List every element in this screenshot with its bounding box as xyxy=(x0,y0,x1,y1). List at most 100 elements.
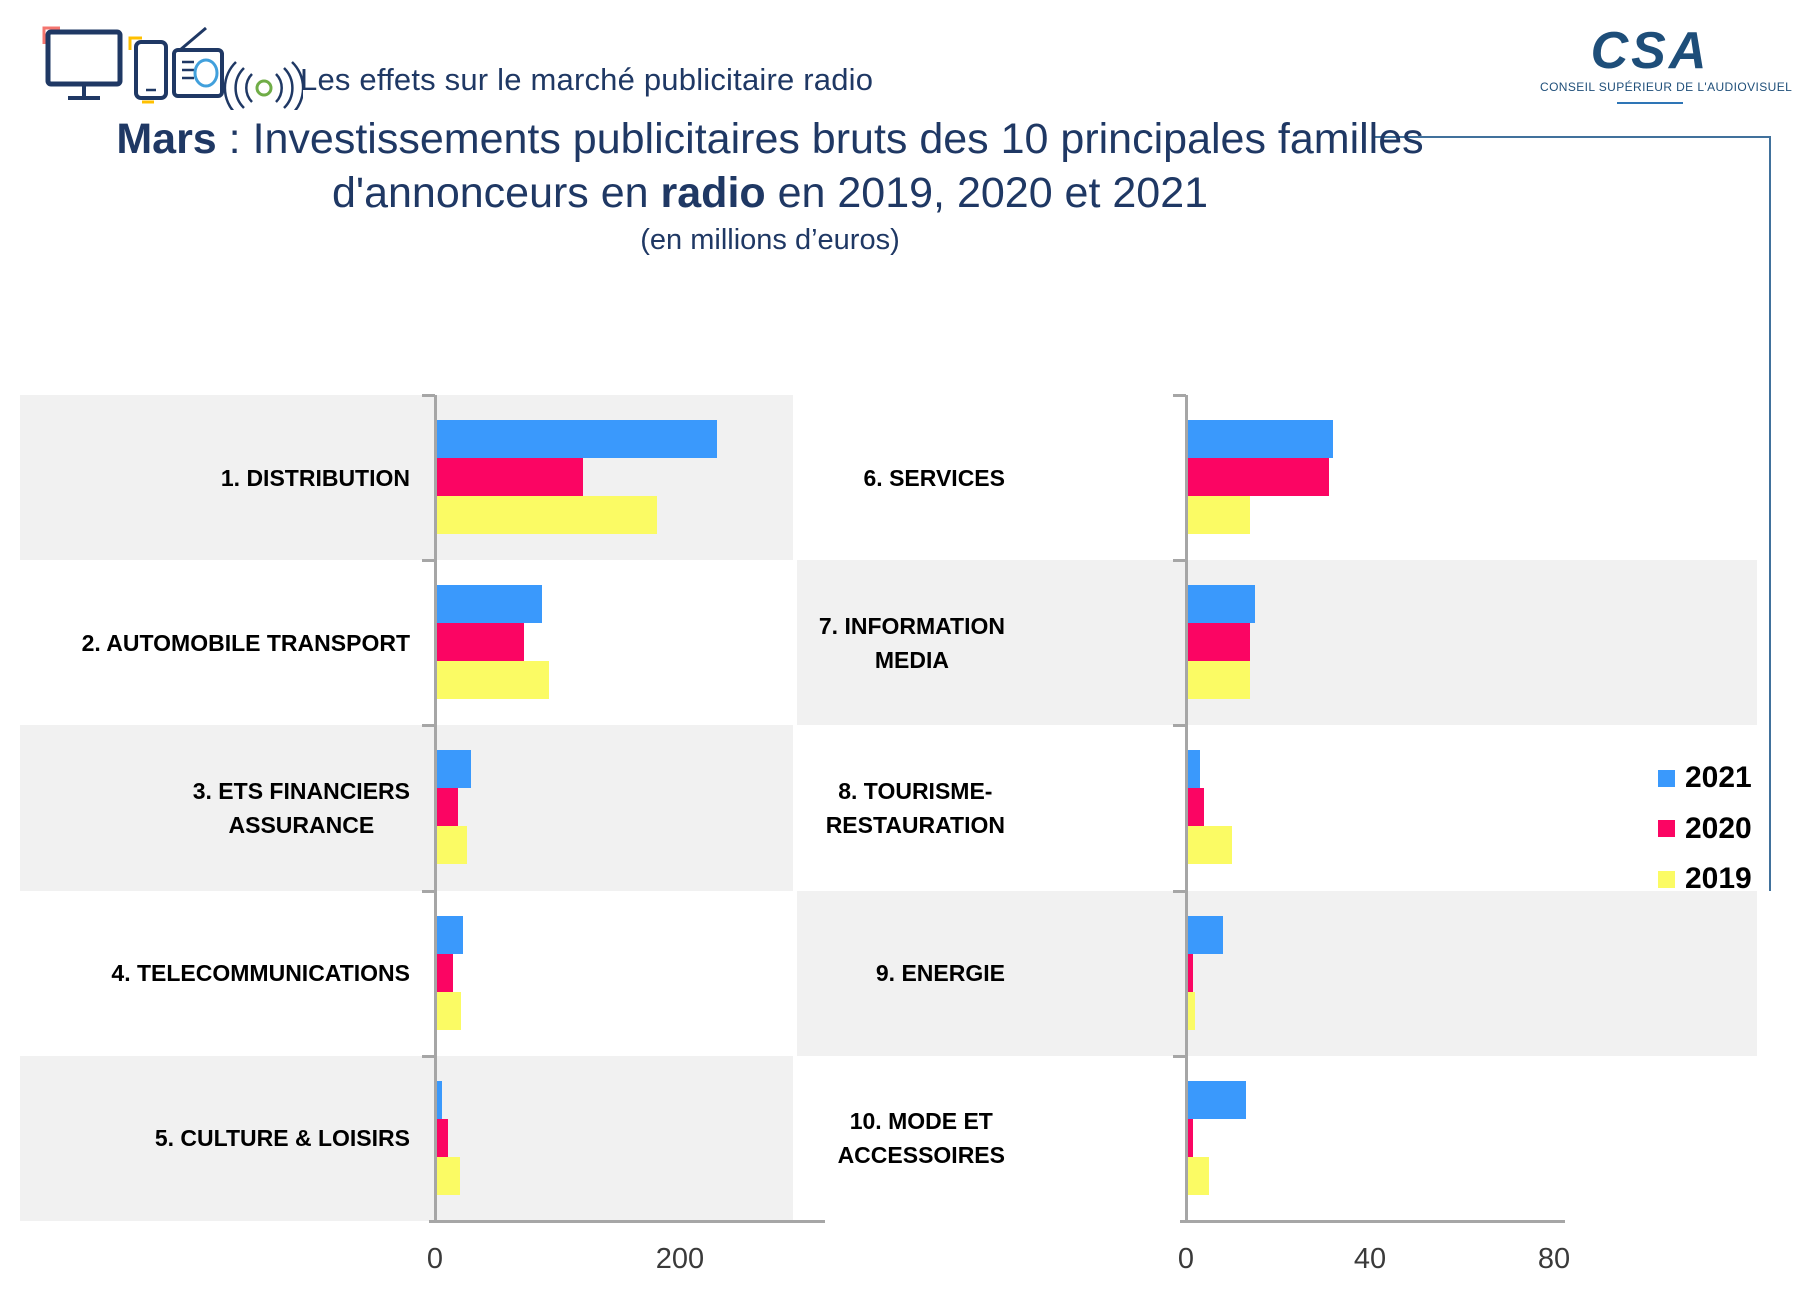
category-band: 9. ENERGIE xyxy=(797,890,1757,1056)
bar-2020 xyxy=(1186,623,1250,662)
legend-label: 2019 xyxy=(1685,862,1752,895)
category-label-text: 5. CULTURE & LOISIRS xyxy=(154,1125,410,1152)
media-icons xyxy=(42,26,303,110)
category-tick xyxy=(1173,394,1186,397)
bar-2019 xyxy=(435,991,461,1030)
category-band: 4. TELECOMMUNICATIONS xyxy=(20,891,793,1056)
category-band: 8. TOURISME- RESTAURATION xyxy=(797,725,1757,890)
bar-2019 xyxy=(435,1156,460,1195)
title-subtitle: (en millions d’euros) xyxy=(640,224,900,256)
category-label-text: 4. TELECOMMUNICATIONS xyxy=(111,960,410,987)
category-band: 7. INFORMATION MEDIA xyxy=(797,560,1757,726)
category-label-text: 1. DISTRIBUTION xyxy=(220,464,410,491)
title-line-1: Mars : Investissements publicitaires bru… xyxy=(116,115,1424,163)
category-band: 6. SERVICES xyxy=(797,395,1757,560)
bar-2021 xyxy=(1186,750,1200,789)
category-label-text: 2. AUTOMOBILE TRANSPORT xyxy=(81,629,410,656)
bar-2019 xyxy=(1186,826,1232,865)
value-axis-line xyxy=(1185,395,1188,1221)
category-label: 1. DISTRIBUTION xyxy=(20,395,410,560)
category-label: 2. AUTOMOBILE TRANSPORT xyxy=(20,560,410,725)
category-band: 2. AUTOMOBILE TRANSPORT xyxy=(20,560,793,725)
legend-swatch xyxy=(1658,769,1675,787)
category-tick xyxy=(1173,724,1186,728)
bar-2020 xyxy=(1186,1118,1193,1157)
broadcast-waves-icon xyxy=(223,61,303,110)
bar-2020 xyxy=(1186,953,1193,992)
bar-2020 xyxy=(435,953,453,992)
axis-tick-label: 80 xyxy=(1537,1243,1571,1275)
axis-tick-label: 0 xyxy=(426,1243,444,1275)
axis-tick-label: 40 xyxy=(1353,1243,1387,1275)
title-line-2: d'annonceurs en radio en 2019, 2020 et 2… xyxy=(331,169,1209,217)
axis-tick-label: 0 xyxy=(1177,1243,1195,1275)
csa-logo-acronym: CSA xyxy=(1590,22,1710,80)
chart-panel-right: 6. SERVICES 7. INFORMATION MEDIA 8. TOURISM… xyxy=(797,394,1757,1275)
corner-accent-icon xyxy=(42,26,60,44)
category-tick xyxy=(422,889,435,893)
bar-2019 xyxy=(435,661,549,700)
category-tick xyxy=(422,724,435,728)
category-label-text: 7. INFORMATION MEDIA xyxy=(818,612,1005,673)
category-label-text: 6. SERVICES xyxy=(863,464,1005,491)
csa-logo-subtitle: CONSEIL SUPÉRIEUR DE L'AUDIOVISUEL xyxy=(1540,80,1793,94)
tv-icon xyxy=(45,29,123,100)
bar-2021 xyxy=(435,420,717,458)
category-band: 10. MODE ET ACCESSOIRES xyxy=(797,1056,1757,1221)
legend-item: 2020 xyxy=(1658,811,1752,845)
bar-2020 xyxy=(1186,458,1329,496)
csa-logo: CSA CONSEIL SUPÉRIEUR DE L'AUDIOVISUEL xyxy=(1540,22,1793,104)
category-label-text: 8. TOURISME- RESTAURATION xyxy=(825,777,1005,838)
chart-panel-left: 1. DISTRIBUTION 2. AUTOMOBILE TRANSPORT 3.… xyxy=(20,394,825,1275)
category-label: 5. CULTURE & LOISIRS xyxy=(20,1056,410,1221)
category-band: 3. ETS FINANCIERS ASSURANCE xyxy=(20,725,793,891)
category-label: 7. INFORMATION MEDIA xyxy=(797,560,1005,725)
bar-2020 xyxy=(435,1118,448,1157)
value-axis-line xyxy=(434,395,437,1221)
category-tick xyxy=(1173,889,1186,893)
bar-2019 xyxy=(1186,496,1250,534)
category-label: 10. MODE ET ACCESSOIRES xyxy=(797,1056,1005,1221)
category-label-text: 3. ETS FINANCIERS ASSURANCE xyxy=(192,777,410,838)
chart-title: Mars : Investissements publicitaires bru… xyxy=(0,112,1540,260)
legend-label: 2021 xyxy=(1685,761,1752,794)
category-label: 6. SERVICES xyxy=(797,395,1005,560)
bar-2021 xyxy=(435,915,463,954)
category-tick xyxy=(422,1054,435,1058)
category-label: 9. ENERGIE xyxy=(797,891,1005,1056)
category-tick xyxy=(422,559,435,563)
bar-2019 xyxy=(435,496,657,534)
legend-swatch xyxy=(1658,870,1675,888)
category-label: 4. TELECOMMUNICATIONS xyxy=(20,891,410,1056)
bar-2021 xyxy=(1186,420,1333,458)
bar-2020 xyxy=(435,623,524,662)
csa-logo-underline xyxy=(1617,102,1683,104)
corner-accent-icon xyxy=(128,36,142,50)
category-axis-line xyxy=(1180,1219,1565,1223)
bar-2021 xyxy=(1186,1080,1246,1119)
radio-icon xyxy=(172,26,224,98)
axis-tick-label: 200 xyxy=(655,1243,705,1275)
category-label-text: 9. ENERGIE xyxy=(875,960,1005,987)
banner-title: Les effets sur le marché publicitaire ra… xyxy=(300,62,874,97)
category-axis-line xyxy=(429,1219,825,1223)
bar-2019 xyxy=(1186,991,1195,1030)
category-tick xyxy=(1173,1054,1186,1058)
placeholder-border-top xyxy=(1373,136,1771,138)
bar-2021 xyxy=(435,1080,442,1119)
category-tick xyxy=(1173,559,1186,563)
category-label: 8. TOURISME- RESTAURATION xyxy=(797,725,1005,890)
bar-2021 xyxy=(435,750,471,789)
legend-label: 2020 xyxy=(1685,811,1752,845)
smartphone-icon xyxy=(134,40,168,104)
bar-2021 xyxy=(1186,915,1223,954)
bar-2019 xyxy=(1186,661,1250,700)
category-tick xyxy=(422,394,435,397)
bar-2020 xyxy=(435,788,458,827)
bar-2020 xyxy=(435,458,583,496)
legend-swatch xyxy=(1658,820,1675,837)
bar-2019 xyxy=(1186,1156,1209,1195)
legend-item: 2019 xyxy=(1658,862,1752,895)
category-label: 3. ETS FINANCIERS ASSURANCE xyxy=(20,725,410,890)
